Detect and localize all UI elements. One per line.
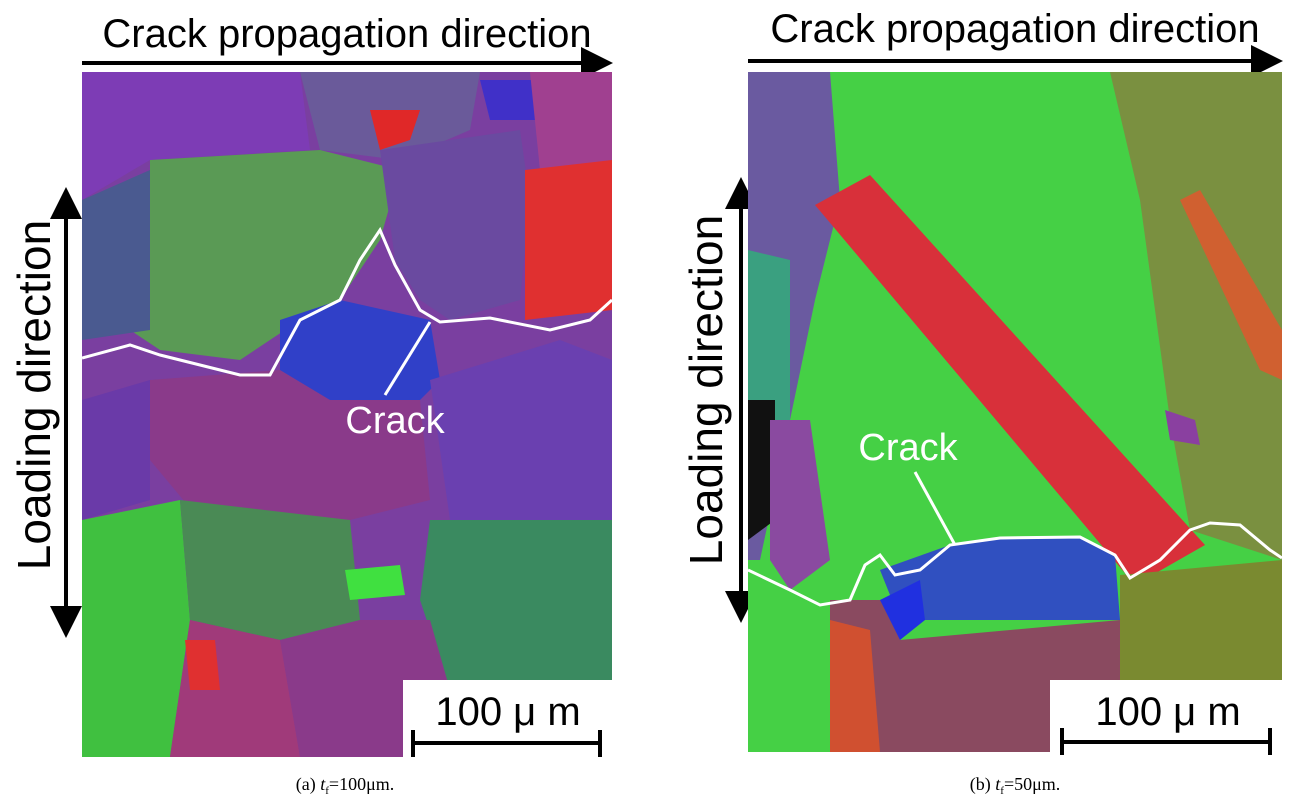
panel-a: Crack propagation direction Loading dire… bbox=[8, 12, 612, 797]
loading-label: Loading direction bbox=[8, 220, 60, 570]
caption: (a) tf=100μm. bbox=[296, 774, 394, 797]
scale-label: 100 μ m bbox=[1095, 690, 1240, 734]
crack-label: Crack bbox=[858, 427, 958, 469]
crack-label: Crack bbox=[345, 400, 445, 442]
panel-b: Crack propagation direction Loading dire… bbox=[680, 7, 1282, 797]
caption-value: =50μm. bbox=[1004, 774, 1060, 794]
loading-label: Loading direction bbox=[680, 215, 732, 565]
scale-label: 100 μ m bbox=[435, 690, 580, 734]
ebsd-map bbox=[748, 72, 1282, 752]
direction-label: Crack propagation direction bbox=[102, 12, 591, 56]
caption-value: =100μm. bbox=[329, 774, 394, 794]
caption-label: (b) bbox=[970, 774, 996, 795]
caption: (b) tf=50μm. bbox=[970, 774, 1061, 797]
figure: Crack propagation direction Loading dire… bbox=[0, 0, 1299, 802]
direction-label: Crack propagation direction bbox=[770, 7, 1259, 51]
caption-label: (a) bbox=[296, 774, 320, 795]
